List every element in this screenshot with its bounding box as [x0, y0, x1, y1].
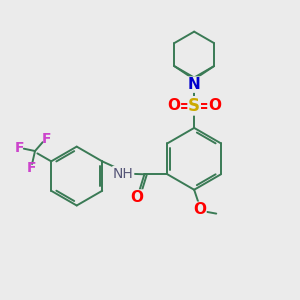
- Text: F: F: [15, 141, 24, 155]
- Text: F: F: [27, 161, 36, 175]
- Text: N: N: [188, 77, 200, 92]
- Text: F: F: [41, 132, 51, 146]
- Text: NH: NH: [113, 167, 134, 181]
- Text: S: S: [188, 97, 200, 115]
- Text: O: O: [130, 190, 144, 205]
- Text: O: O: [167, 98, 180, 113]
- Text: O: O: [193, 202, 206, 217]
- Text: O: O: [208, 98, 221, 113]
